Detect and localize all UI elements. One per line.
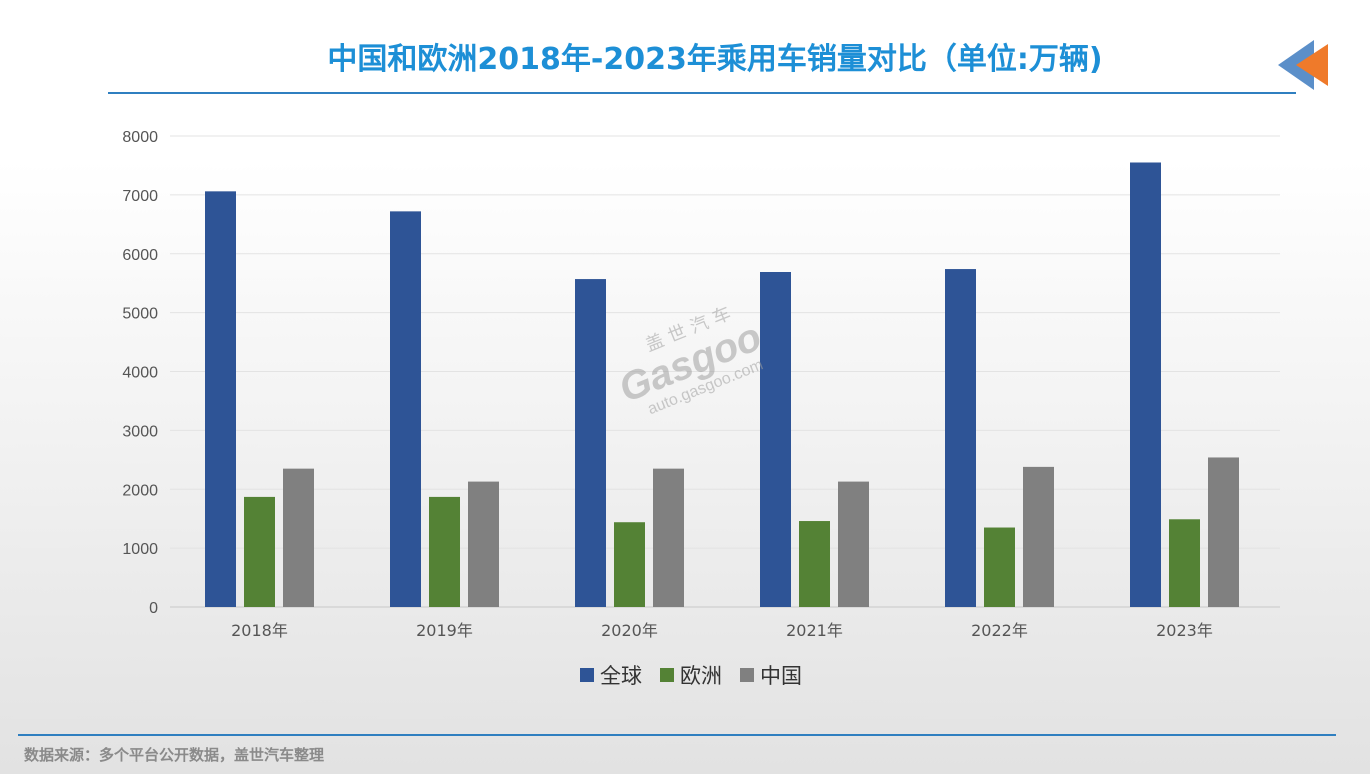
bar-global: [575, 279, 606, 607]
y-axis-ticks: 0 1000 2000 3000 4000 5000 6000 7000 8000: [122, 129, 158, 617]
bar-global: [390, 211, 421, 608]
bar-china: [283, 468, 314, 607]
y-tick-label: 4000: [122, 365, 158, 382]
chart-legend: 全球 欧洲 中国: [580, 664, 802, 688]
bar-global: [205, 191, 236, 607]
y-tick-label: 6000: [122, 247, 158, 264]
chart-title: 中国和欧洲2018年-2023年乘用车销量对比（单位:万辆): [327, 42, 1103, 77]
bar-china: [653, 468, 684, 607]
back-arrow-orange-shape: [1296, 44, 1328, 86]
x-axis-ticks: 2018年 2019年 2020年 2021年 2022年 2023年: [231, 621, 1213, 640]
bar-europe: [244, 496, 275, 607]
bar-china: [1023, 466, 1054, 607]
bar-china: [468, 481, 499, 607]
bar-europe: [1169, 519, 1200, 607]
bar-europe: [614, 522, 645, 607]
bar-china: [1208, 457, 1239, 607]
chart-gridlines: [170, 135, 1280, 608]
y-tick-label: 2000: [122, 482, 158, 499]
title-divider: [108, 92, 1296, 94]
data-source-note: 数据来源：多个平台公开数据，盖世汽车整理: [24, 746, 325, 764]
y-tick-label: 7000: [122, 188, 158, 205]
bar-china: [838, 481, 869, 607]
legend-label: 中国: [760, 664, 802, 688]
bar-europe: [984, 527, 1015, 607]
y-tick-label: 3000: [122, 423, 158, 440]
x-tick-label: 2023年: [1156, 621, 1213, 640]
footer-divider: [18, 734, 1336, 736]
legend-swatch: [660, 668, 674, 682]
legend-label: 欧洲: [680, 664, 722, 688]
y-tick-label: 1000: [122, 541, 158, 558]
bar-global: [760, 272, 791, 607]
legend-swatch: [740, 668, 754, 682]
chart-bars: [205, 162, 1239, 608]
bar-europe: [799, 521, 830, 607]
legend-label: 全球: [600, 664, 642, 688]
y-tick-label: 8000: [122, 129, 158, 146]
y-tick-label: 0: [149, 600, 158, 617]
y-tick-label: 5000: [122, 306, 158, 323]
x-tick-label: 2022年: [971, 621, 1028, 640]
x-tick-label: 2020年: [601, 621, 658, 640]
x-tick-label: 2018年: [231, 621, 288, 640]
x-tick-label: 2021年: [786, 621, 843, 640]
x-tick-label: 2019年: [416, 621, 473, 640]
back-arrow-icon[interactable]: [1276, 38, 1336, 92]
bar-europe: [429, 496, 460, 607]
bar-global: [945, 269, 976, 607]
legend-swatch: [580, 668, 594, 682]
bar-global: [1130, 162, 1161, 607]
